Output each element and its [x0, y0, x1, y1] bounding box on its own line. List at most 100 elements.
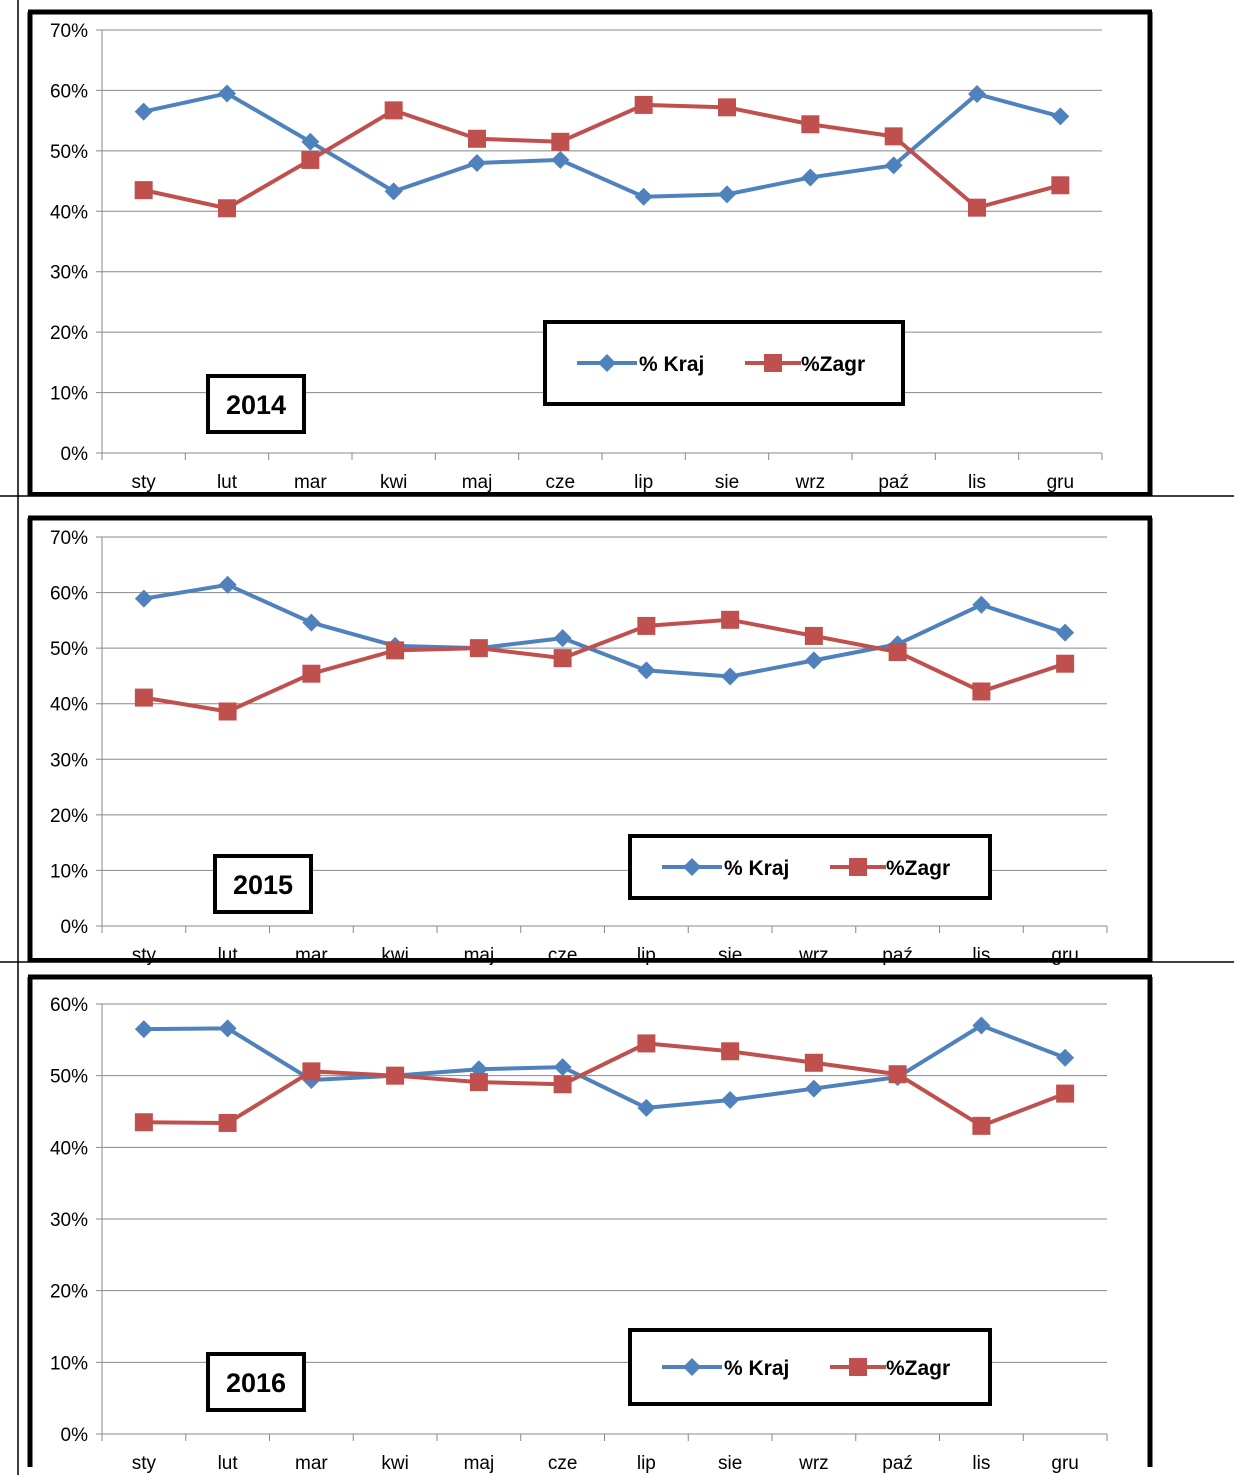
marker-zagr	[134, 1113, 153, 1132]
marker-zagr	[301, 150, 320, 169]
legend-label-kraj: % Kraj	[724, 857, 789, 880]
y-tick-label: 10%	[50, 1353, 88, 1374]
marker-zagr	[1056, 654, 1075, 673]
marker-kraj	[637, 1098, 656, 1117]
marker-kraj	[302, 613, 321, 632]
series-line-zagr	[143, 617, 1066, 714]
marker-kraj	[972, 595, 991, 614]
series-line-zagr	[143, 102, 1061, 211]
marker-kraj	[721, 667, 740, 686]
year-box	[206, 374, 306, 434]
marker-zagr	[469, 1073, 488, 1092]
marker-zagr	[386, 641, 405, 660]
marker-kraj	[384, 182, 403, 201]
marker-kraj	[134, 589, 153, 608]
y-tick-label: 0%	[61, 917, 89, 938]
marker-kraj	[1051, 107, 1070, 126]
marker-kraj	[968, 85, 986, 104]
legend-marker-kraj	[683, 1358, 701, 1376]
x-tick-label: gru	[1047, 472, 1074, 493]
year-box	[206, 1352, 306, 1412]
x-tick-label: sty	[132, 472, 157, 493]
marker-kraj	[1056, 1048, 1075, 1067]
y-tick-label: 10%	[50, 861, 88, 882]
marker-zagr	[801, 115, 820, 134]
marker-zagr	[218, 702, 237, 721]
marker-kraj	[637, 661, 656, 680]
series-line-kraj	[143, 91, 1061, 199]
marker-kraj	[218, 575, 237, 594]
y-tick-label: 0%	[61, 444, 89, 465]
marker-zagr	[218, 1113, 237, 1132]
year-label: 2016	[226, 1368, 286, 1398]
legend-label-zagr: %Zagr	[801, 353, 865, 376]
y-tick-label: 20%	[50, 323, 88, 344]
x-tick-label: kwi	[381, 1453, 408, 1474]
marker-zagr	[718, 98, 736, 117]
marker-kraj	[634, 187, 653, 206]
x-tick-label: sty	[132, 1453, 157, 1474]
y-tick-label: 20%	[50, 1282, 88, 1303]
marker-kraj	[804, 651, 823, 670]
year-label: 2014	[226, 390, 286, 420]
x-tick-label: maj	[462, 472, 493, 493]
x-tick-label: sie	[718, 1453, 742, 1474]
y-tick-label: 30%	[50, 1210, 88, 1231]
y-tick-label: 70%	[50, 21, 88, 42]
y-tick-label: 0%	[61, 1425, 89, 1446]
marker-kraj	[884, 156, 903, 175]
x-tick-label: lip	[637, 1453, 656, 1474]
marker-zagr	[551, 132, 570, 151]
y-tick-label: 50%	[50, 142, 88, 163]
x-tick-label: lip	[634, 472, 653, 493]
y-tick-label: 60%	[50, 995, 88, 1016]
marker-zagr	[134, 688, 153, 707]
marker-zagr	[218, 199, 236, 218]
series-line-kraj	[143, 582, 1066, 679]
y-tick-label: 70%	[50, 528, 88, 549]
marker-kraj	[553, 1058, 572, 1077]
y-tick-label: 50%	[50, 1067, 88, 1088]
legend-marker-kraj	[683, 858, 701, 876]
marker-zagr	[721, 1042, 740, 1061]
x-tick-label: paź	[882, 1453, 913, 1474]
y-tick-label: 60%	[50, 584, 88, 605]
legend-marker-zagr	[849, 1358, 867, 1376]
chart-2015: 0%10%20%30%40%50%60%70%sty lut mar kwi maj cz…	[0, 515, 1234, 966]
marker-zagr	[384, 101, 403, 120]
marker-kraj	[469, 1060, 488, 1079]
legend-label-kraj: % Kraj	[639, 353, 704, 376]
x-tick-label: wrz	[795, 472, 826, 493]
marker-zagr	[386, 1066, 405, 1085]
marker-zagr	[134, 181, 153, 200]
marker-zagr	[637, 1034, 656, 1053]
marker-zagr	[302, 664, 321, 683]
marker-kraj	[134, 102, 153, 121]
x-tick-label: lis	[972, 1453, 990, 1474]
marker-zagr	[884, 127, 903, 146]
chart-2016: 0% 10% 20% 30% 40% 50% 60% sty lut mar kwi maj cze li…	[27, 974, 1153, 1474]
x-tick-label: maj	[464, 1453, 495, 1474]
x-tick-label: wrz	[798, 1453, 829, 1474]
marker-zagr	[469, 639, 488, 658]
marker-kraj	[801, 168, 820, 187]
marker-zagr	[468, 129, 486, 148]
marker-kraj	[218, 1019, 237, 1038]
marker-zagr	[553, 1075, 572, 1094]
marker-zagr	[968, 198, 986, 217]
marker-kraj	[718, 185, 736, 204]
marker-zagr	[634, 95, 653, 114]
y-tick-label: 50%	[50, 639, 88, 660]
x-tick-label: mar	[295, 1453, 328, 1474]
marker-zagr	[972, 682, 991, 701]
x-tick-label: cze	[548, 1453, 578, 1474]
marker-kraj	[1056, 623, 1075, 642]
y-tick-label: 10%	[50, 384, 88, 405]
x-tick-label: gru	[1051, 1453, 1078, 1474]
y-tick-label: 40%	[50, 1138, 88, 1159]
y-tick-label: 30%	[50, 750, 88, 771]
x-tick-label: sie	[715, 472, 739, 493]
year-box	[213, 854, 313, 914]
marker-kraj	[301, 132, 320, 151]
